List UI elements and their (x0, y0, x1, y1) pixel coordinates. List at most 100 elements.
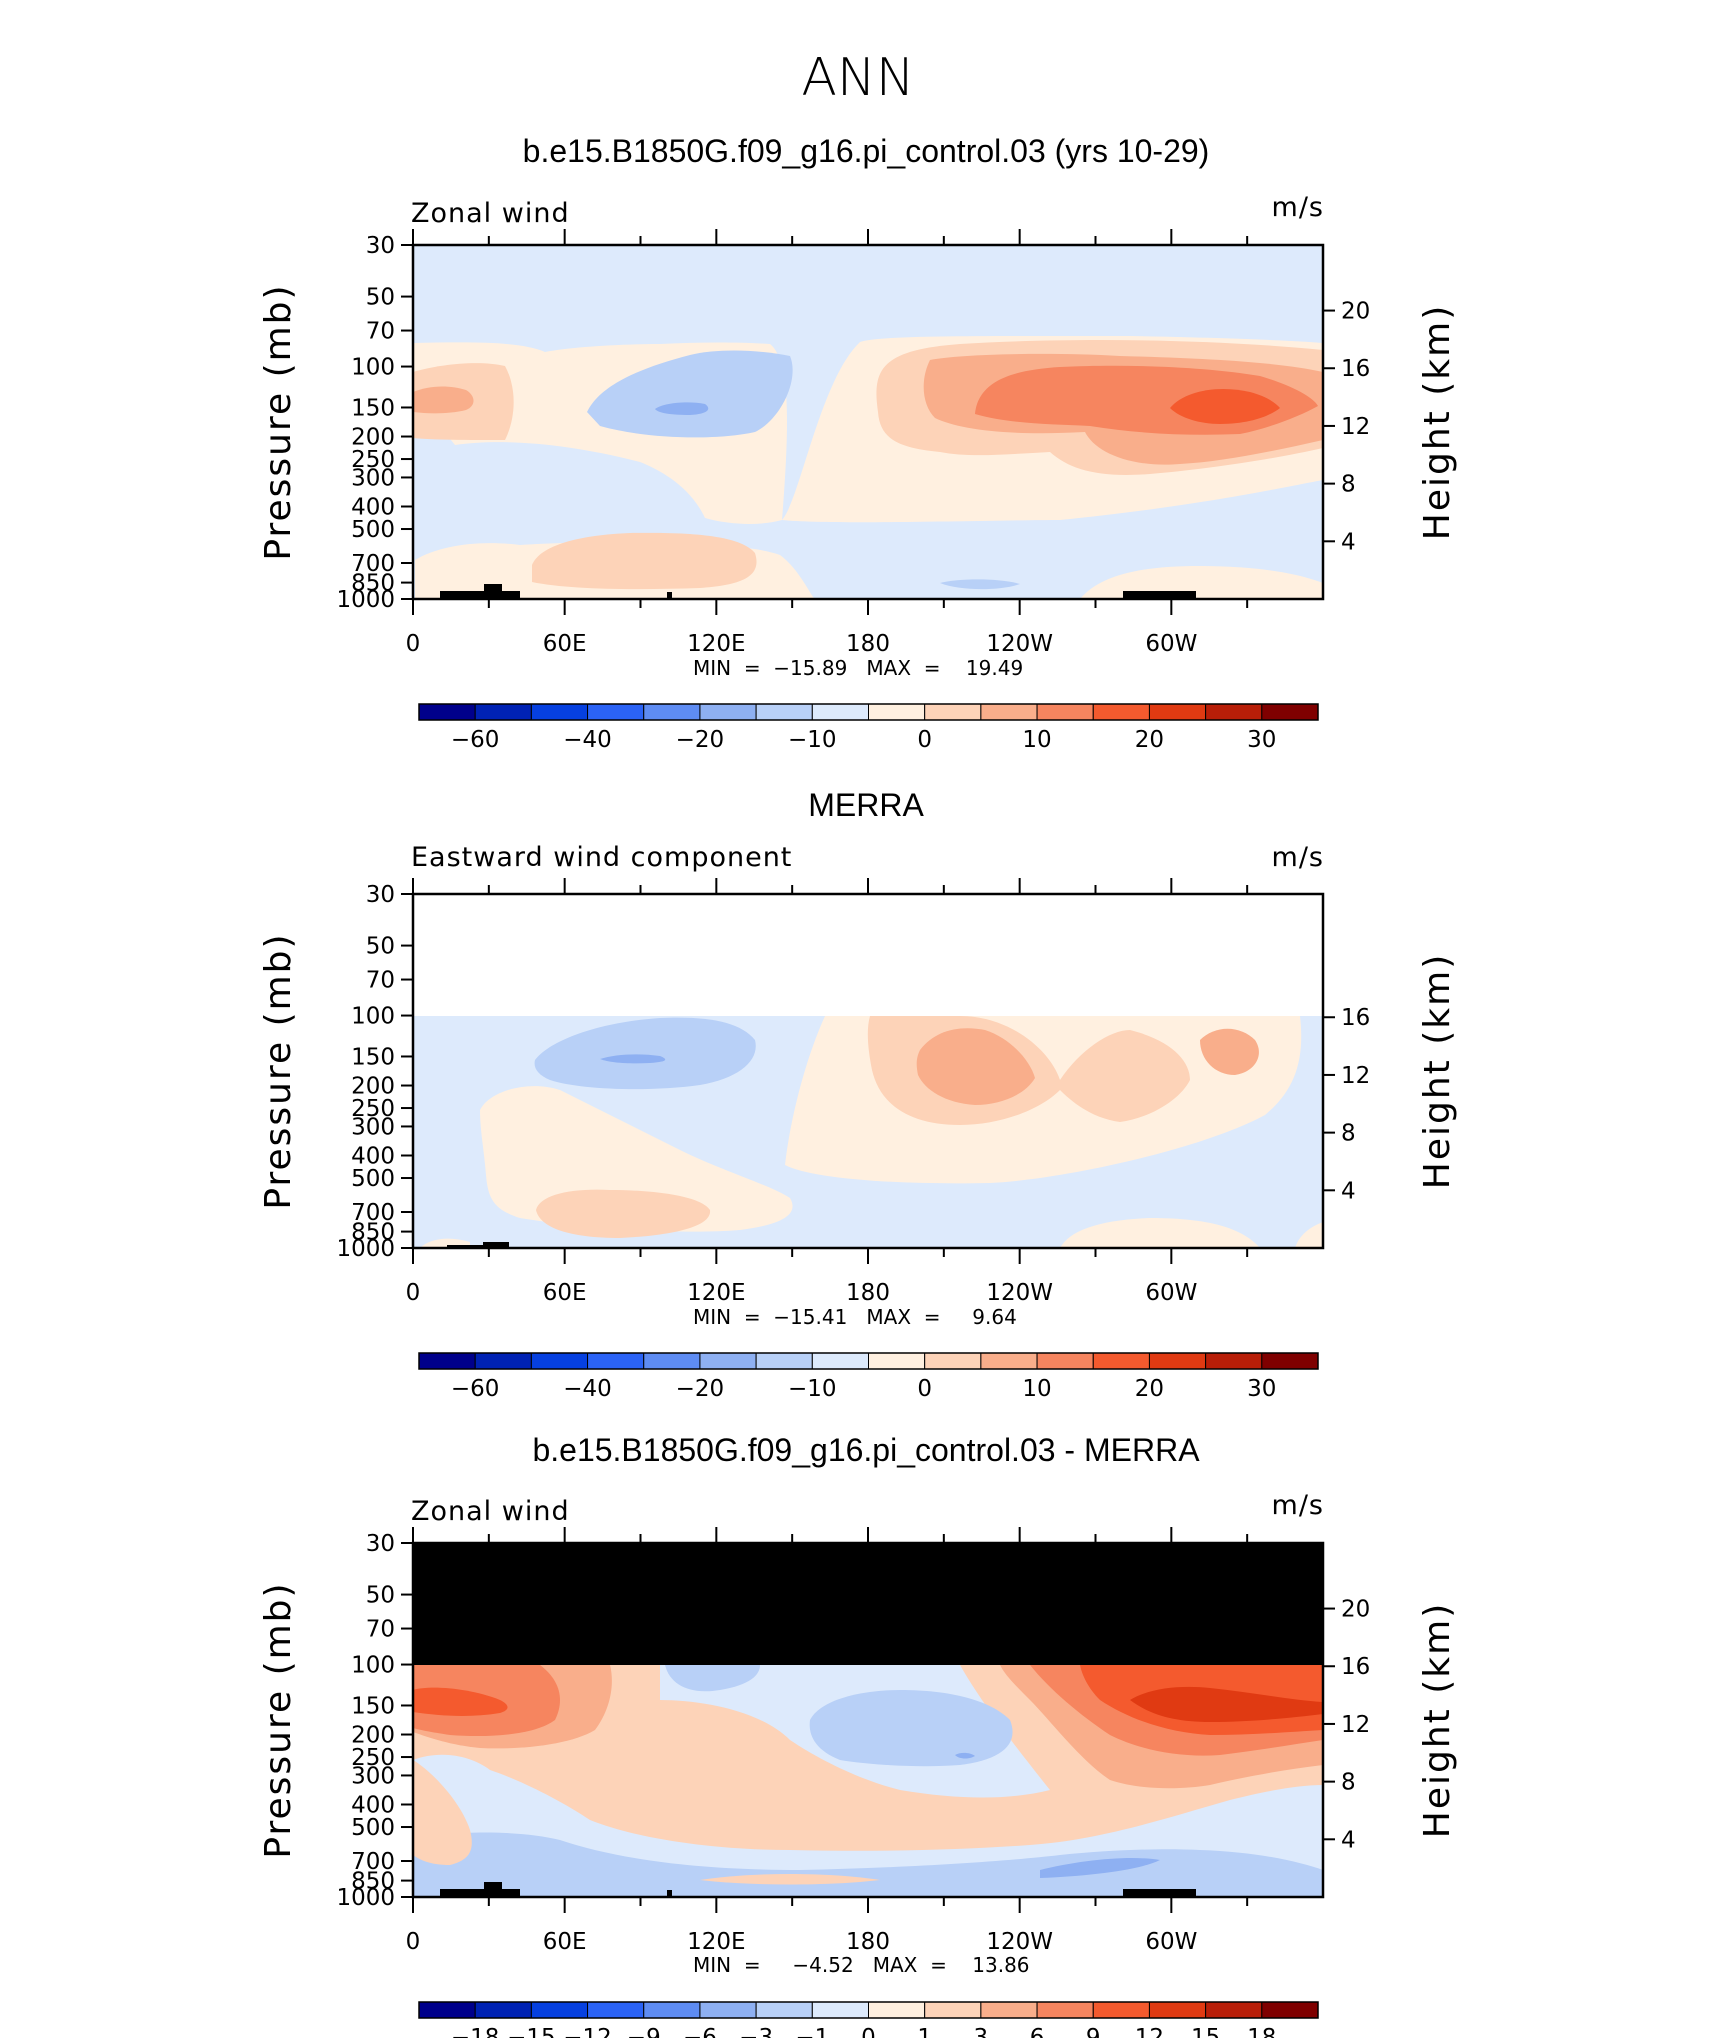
colorbar-frame (418, 703, 1319, 721)
colorbar-box (1036, 2001, 1094, 2019)
contour-band (665, 1665, 760, 1692)
x-tick-label: 0 (406, 1280, 421, 1306)
y-tick-label: 150 (351, 395, 395, 421)
colorbar-label: 0 (917, 1376, 932, 1402)
y-tick-label: 30 (366, 882, 395, 908)
units-label: m/s (1272, 1490, 1324, 1521)
y-tick-label: 100 (351, 1004, 395, 1030)
colorbar-label: 15 (1191, 2025, 1220, 2038)
colorbar: −60 −40 −20 −10 0 10 20 30 (418, 703, 1319, 753)
y-tick-label: 250 (351, 447, 395, 473)
colorbar-label: 10 (1022, 727, 1051, 753)
colorbar-box (868, 2001, 926, 2019)
colorbar-label: 6 (1030, 2025, 1045, 2038)
x-tick-label: 120E (687, 1929, 745, 1955)
colorbar-label: −60 (451, 727, 500, 753)
colorbar-box (418, 2001, 476, 2019)
colorbar-label: −60 (451, 1376, 500, 1402)
left-axis-label: Pressure (mb) (258, 1581, 299, 1858)
x-tick-label: 120W (986, 1280, 1053, 1306)
contour-band (413, 1687, 508, 1716)
colorbar-box (924, 703, 982, 721)
x-tick-label: 180 (846, 631, 890, 657)
contour-band (1040, 1858, 1160, 1878)
contour-band (413, 1832, 1323, 1897)
contour-band (1130, 1686, 1323, 1722)
y-tick-label: 850 (351, 571, 395, 597)
contour-band (700, 1874, 880, 1885)
variable-label: Zonal wind (411, 198, 570, 229)
colorbar-box (587, 1352, 645, 1370)
colorbar-box (1092, 2001, 1150, 2019)
figure-suptitle: ANN (801, 48, 914, 108)
colorbar-box (418, 703, 476, 721)
colorbar-box (474, 1352, 532, 1370)
x-tick-label: 60E (543, 1929, 587, 1955)
y-tick-label: 400 (351, 1792, 395, 1818)
right-tick-label: 16 (1341, 1654, 1370, 1680)
contour-band (655, 402, 709, 415)
colorbar-label: 3 (974, 2025, 989, 2038)
y-tick-label: 850 (351, 1220, 395, 1246)
colorbar-box (1205, 1352, 1263, 1370)
colorbar-box (980, 2001, 1038, 2019)
land-mask (484, 1882, 502, 1897)
land-mask (447, 1245, 507, 1248)
land-mask (667, 592, 672, 599)
colorbar-box (587, 703, 645, 721)
y-tick-label: 300 (351, 1763, 395, 1789)
colorbar-box (1036, 703, 1094, 721)
land-mask (667, 1890, 672, 1897)
x-tick-label: 120E (687, 1280, 745, 1306)
y-tick-label: 100 (351, 1653, 395, 1679)
colorbar-label: −10 (788, 727, 837, 753)
y-tick-label: 300 (351, 1114, 395, 1140)
colorbar-box (868, 703, 926, 721)
colorbar-label: 10 (1022, 1376, 1051, 1402)
y-tick-label: 250 (351, 1745, 395, 1771)
right-axis-label: Height (km) (1417, 953, 1458, 1189)
colorbar-label: 1 (917, 2025, 932, 2038)
colorbar-box (755, 1352, 813, 1370)
colorbar-box (811, 2001, 869, 2019)
y-tick-label: 850 (351, 1869, 395, 1895)
y-tick-label: 1000 (336, 1885, 395, 1911)
colorbar-box (811, 703, 869, 721)
contour-field (413, 1543, 1323, 1897)
y-tick-label: 50 (366, 285, 395, 311)
contour-band (940, 579, 1020, 590)
colorbar-box (699, 1352, 757, 1370)
contour-band (1080, 566, 1323, 599)
x-tick-label: 60W (1145, 1280, 1197, 1306)
x-tick-label: 60E (543, 1280, 587, 1306)
right-tick-label: 12 (1341, 414, 1370, 440)
contour-band (532, 532, 757, 590)
land-mask (440, 591, 520, 599)
y-tick-label: 200 (351, 1723, 395, 1749)
panel-merra: MERRA Eastward wind component m/s 0 60E 12… (258, 787, 1458, 1402)
contour-band (587, 350, 793, 438)
colorbar-label: −6 (683, 2025, 717, 2038)
y-tick-label: 500 (351, 517, 395, 543)
contour-band (413, 1760, 472, 1865)
x-tick-label: 120E (687, 631, 745, 657)
right-tick-label: 8 (1341, 472, 1356, 498)
contour-band (809, 1690, 1013, 1767)
variable-label: Zonal wind (411, 1496, 570, 1527)
colorbar-label: −12 (563, 2025, 612, 2038)
colorbar: −60 −40 −20 −10 0 10 20 30 (418, 1352, 1319, 1402)
left-axis-label: Pressure (mb) (258, 283, 299, 560)
right-tick-label: 8 (1341, 1770, 1356, 1796)
y-tick-label: 200 (351, 425, 395, 451)
colorbar-box (587, 2001, 645, 2019)
x-tick-label: 0 (406, 631, 421, 657)
min-max-text: MIN = −15.41 MAX = 9.64 (693, 1305, 1017, 1329)
x-tick-label: 120W (986, 1929, 1053, 1955)
land-mask (483, 1242, 509, 1248)
colorbar-label: −20 (676, 727, 725, 753)
right-tick-label: 4 (1341, 1178, 1356, 1204)
right-tick-label: 4 (1341, 529, 1356, 555)
